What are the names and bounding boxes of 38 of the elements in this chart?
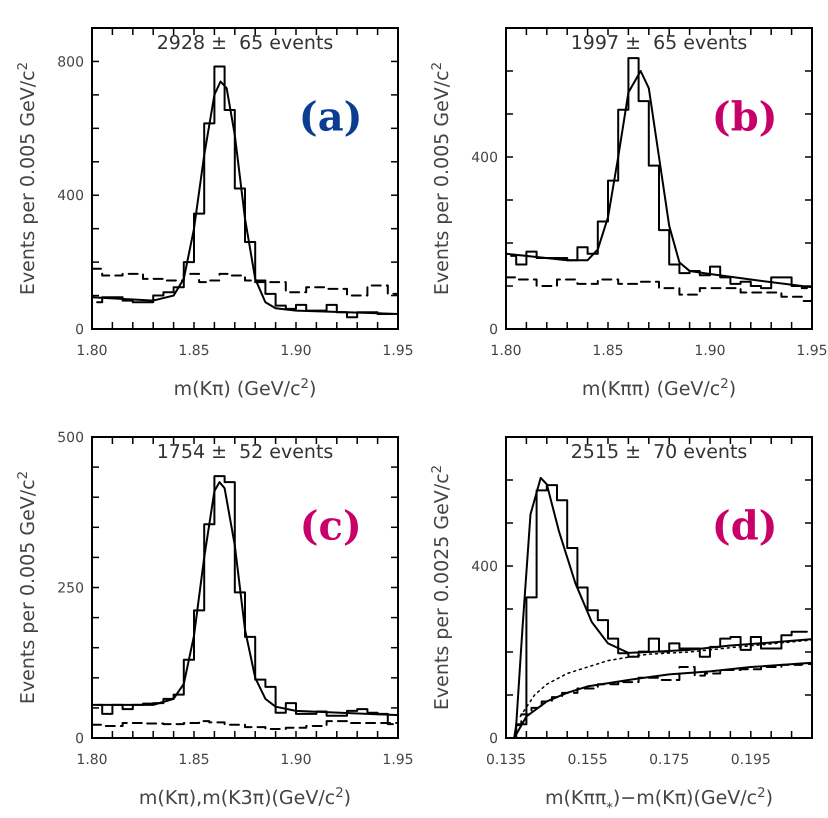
annotation: (a) bbox=[298, 93, 363, 140]
annotation: (c) bbox=[300, 502, 362, 550]
x-tick-label: 1.90 bbox=[694, 343, 726, 359]
annotation: 1754 ± 52 events bbox=[156, 441, 334, 463]
y-tick-label: 0 bbox=[75, 731, 84, 747]
x-axis-title: m(Kππ) (GeV/c$^{2}$) bbox=[582, 376, 736, 400]
x-tick-label: 1.80 bbox=[76, 752, 108, 768]
x-tick-label: 1.95 bbox=[382, 752, 414, 768]
x-axis-title: m(Kππ$_{*}$)−m(Kπ)(GeV/c$^{2}$) bbox=[544, 786, 774, 816]
x-tick-label: 0.175 bbox=[649, 752, 690, 768]
x-tick-label: 1.85 bbox=[178, 752, 210, 768]
y-tick-label: 400 bbox=[471, 559, 498, 575]
y-tick-label: 800 bbox=[57, 54, 84, 70]
annotation: (d) bbox=[712, 502, 778, 550]
x-tick-label: 0.195 bbox=[730, 752, 771, 768]
x-tick-label: 1.85 bbox=[592, 343, 624, 359]
x-tick-label: 1.90 bbox=[280, 752, 312, 768]
y-tick-label: 0 bbox=[489, 731, 498, 747]
x-tick-label: 1.80 bbox=[76, 343, 108, 359]
y-tick-label: 0 bbox=[75, 322, 84, 338]
x-tick-label: 1.85 bbox=[178, 343, 210, 359]
y-tick-label: 400 bbox=[57, 188, 84, 204]
annotation: 2928 ± 65 events bbox=[156, 32, 334, 54]
x-tick-label: 1.90 bbox=[280, 343, 312, 359]
x-tick-label: 1.95 bbox=[796, 343, 828, 359]
annotation: 2515 ± 70 events bbox=[570, 441, 748, 463]
x-axis-title: m(Kπ) (GeV/c$^{2}$) bbox=[174, 376, 316, 400]
x-tick-label: 1.80 bbox=[490, 343, 522, 359]
y-tick-label: 400 bbox=[471, 150, 498, 166]
x-tick-label: 1.95 bbox=[382, 343, 414, 359]
x-tick-label: 0.135 bbox=[486, 752, 526, 768]
x-axis-title: m(Kπ),m(K3π)(GeV/c$^{2}$) bbox=[138, 786, 352, 809]
annotation: 1997 ± 65 events bbox=[570, 32, 748, 54]
y-tick-label: 250 bbox=[57, 580, 84, 596]
x-tick-label: 0.155 bbox=[568, 752, 608, 768]
y-tick-label: 0 bbox=[489, 322, 498, 338]
y-tick-label: 500 bbox=[57, 430, 84, 446]
annotation: (b) bbox=[712, 93, 778, 140]
